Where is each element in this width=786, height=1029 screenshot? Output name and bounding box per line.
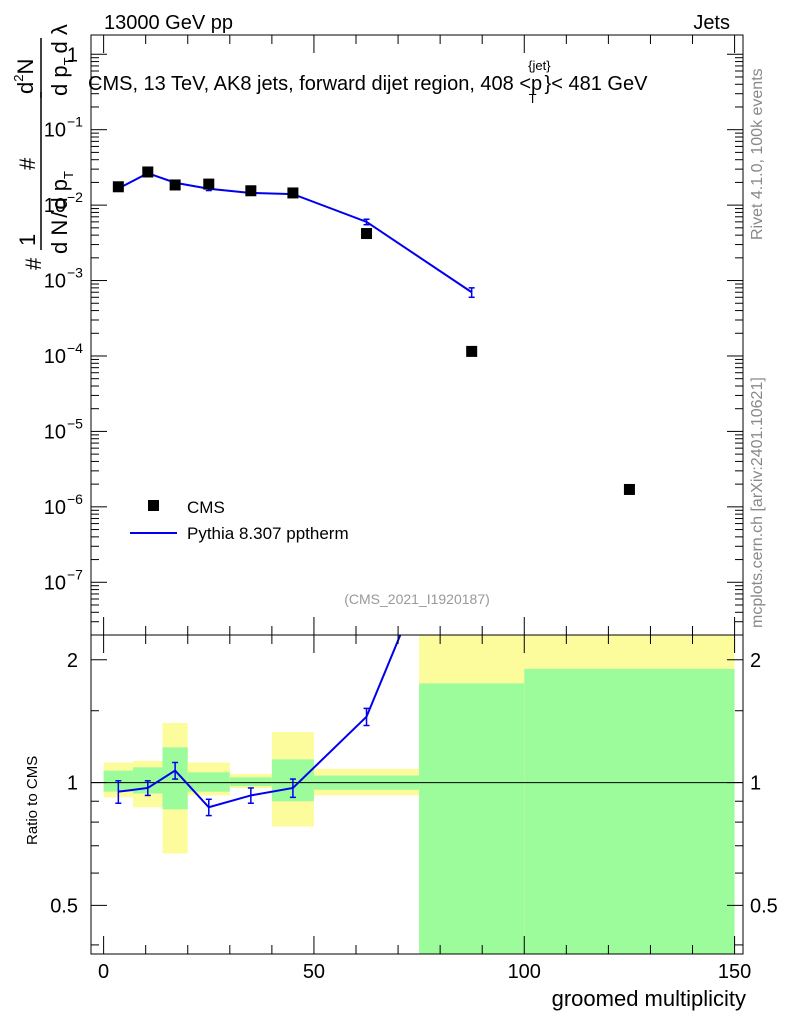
- data-point-4: [245, 185, 257, 197]
- ylabel-sub-T: T: [61, 171, 76, 179]
- mcplots-label: mcplots.cern.ch [arXiv:2401.10621]: [749, 377, 766, 628]
- ratio-mc-line: [118, 635, 402, 809]
- legend-mc-label: Pythia 8.307 pptherm: [187, 524, 349, 543]
- data-point-7: [466, 345, 478, 357]
- main-ytick-exp-6: −6: [67, 491, 83, 507]
- main-ytick-label-2: 10: [44, 195, 66, 217]
- ylabel-N: N: [13, 59, 38, 75]
- band-inner-7: [419, 683, 525, 954]
- ylabel-dN: d N: [47, 220, 72, 254]
- ylabel-dpT2: d p: [47, 65, 72, 96]
- axes: 110−110−210−310−410−510−610 −70.5 0.51 12 20…: [44, 35, 778, 983]
- header-right: Jets: [693, 12, 730, 34]
- data-point-2: [169, 179, 181, 191]
- ratio-mc-group: [115, 635, 402, 817]
- main-ytick-label-7: 10: [44, 572, 66, 594]
- ylabel-dlambda: d λ: [47, 24, 72, 53]
- ratio-ytick-label-right-0: 0.5: [750, 895, 778, 917]
- xtick-label-3: 150: [718, 961, 751, 983]
- legend-data-label: CMS: [187, 498, 225, 517]
- ylabel-hash: #: [21, 257, 46, 270]
- main-ytick-label-0: 1: [67, 44, 78, 66]
- band-inner-3: [187, 772, 230, 792]
- svg-text:#: #: [21, 257, 46, 270]
- main-ytick-exp-3: −3: [67, 265, 83, 281]
- main-ytick-label-3: 10: [44, 271, 66, 293]
- plot-title-sub: T: [529, 91, 537, 106]
- rivet-label: Rivet 4.1.0, 100k events: [749, 68, 766, 240]
- band-inner-8: [524, 668, 735, 954]
- ylabel-d2: d: [13, 82, 38, 94]
- main-ytick-exp-5: −5: [67, 415, 83, 431]
- main-ytick-label-4: 10: [44, 346, 66, 368]
- legend: CMS Pythia 8.307 pptherm: [130, 498, 349, 543]
- svg-text:d N/d pT: d N /d pT: [47, 171, 76, 254]
- ratio-ylabel: Ratio to CMS: [24, 756, 41, 845]
- ylabel-one: 1: [15, 234, 40, 246]
- ylabel-hash-2: #: [15, 157, 40, 170]
- data-point-5: [287, 187, 299, 199]
- main-ylabel: # 1 d N/d pT # d2N d pTd λ: [11, 24, 76, 270]
- ratio-ytick-label-left-2: 2: [67, 650, 78, 672]
- ratio-ytick-label-right-1: 1: [750, 773, 761, 795]
- svg-text:d2N: d2N: [11, 59, 38, 94]
- ratio-bands: [103, 635, 735, 954]
- main-panel: [112, 166, 635, 495]
- xtick-label-2: 100: [508, 961, 541, 983]
- ratio-ytick-label-left-1: 1: [67, 773, 78, 795]
- main-ytick-label-6: 10: [44, 497, 66, 519]
- main-ytick-exp-1: −1: [67, 114, 83, 130]
- plot-title: CMS, 13 TeV, AK8 jets, forward dijet reg…: [88, 58, 648, 106]
- data-point-3: [203, 178, 215, 190]
- legend-data-marker: [148, 500, 159, 511]
- ratio-frame: [90, 634, 744, 955]
- main-ytick-label-1: 10: [44, 120, 66, 142]
- plot-title-sup: {jet}: [528, 58, 551, 73]
- x-axis-label: groomed multiplicity: [552, 986, 746, 1011]
- analysis-id: (CMS_2021_I1920187): [344, 591, 490, 607]
- xtick-label-1: 50: [303, 961, 325, 983]
- header-left: 13000 GeV pp: [104, 12, 233, 34]
- ylabel-sup2: 2: [11, 75, 26, 82]
- main-ytick-exp-4: −4: [67, 340, 83, 356]
- data-point-0: [112, 181, 124, 193]
- plot-title-suffix: }< 481 GeV: [545, 73, 649, 95]
- ratio-ytick-label-left-0: 0.5: [50, 895, 78, 917]
- band-inner-4: [229, 777, 272, 787]
- ylabel-slash: /: [47, 211, 72, 218]
- ratio-ytick-label-right-2: 2: [750, 650, 761, 672]
- main-ytick-exp-7: −7: [67, 566, 83, 582]
- svg-text:d pTd λ: d pTd λ: [47, 24, 76, 96]
- xtick-label-0: 0: [98, 961, 109, 983]
- ylabel-dpT: d p: [47, 179, 72, 210]
- data-point-6: [361, 228, 373, 240]
- ylabel-T2: T: [61, 57, 76, 65]
- ratio-panel: [91, 635, 743, 817]
- data-point-8: [623, 483, 635, 495]
- main-ytick-exp-2: −2: [67, 189, 83, 205]
- main-ytick-label-5: 10: [44, 421, 66, 443]
- data-point-1: [142, 166, 154, 178]
- plot-title-prefix: CMS, 13 TeV, AK8 jets, forward dijet reg…: [88, 73, 542, 95]
